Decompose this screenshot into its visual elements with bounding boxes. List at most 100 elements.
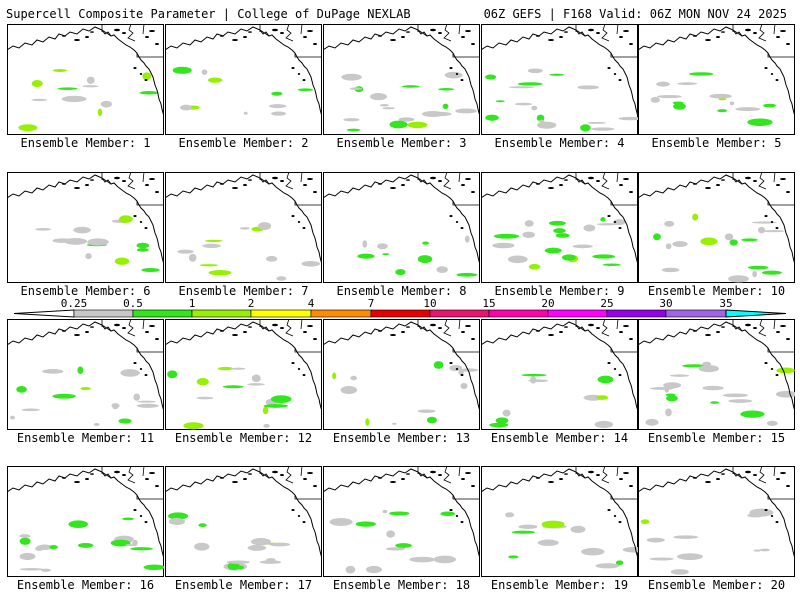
island: [133, 509, 137, 511]
map-frame: [165, 319, 322, 430]
island: [139, 368, 143, 370]
island: [313, 43, 317, 45]
scp-contour: [247, 383, 265, 386]
scp-contour: [673, 103, 686, 110]
ensemble-member-label: Ensemble Member: 18: [332, 578, 471, 592]
island: [780, 30, 786, 32]
island: [588, 176, 594, 180]
political-border: [417, 172, 480, 206]
coastline: [165, 26, 322, 117]
scp-contour: [613, 219, 626, 226]
island: [596, 327, 600, 329]
scp-contour: [19, 537, 31, 545]
scp-contour: [664, 220, 675, 227]
island: [564, 326, 568, 328]
island: [313, 191, 317, 193]
island: [753, 474, 757, 476]
island: [145, 331, 149, 333]
scp-contour: [297, 88, 314, 92]
island: [449, 362, 453, 364]
scp-contour: [114, 257, 130, 265]
ensemble-map: [323, 172, 480, 283]
ensemble-member-label: Ensemble Member: 14: [490, 431, 629, 445]
island: [90, 473, 94, 475]
political-border: [101, 466, 164, 500]
scp-contour: [489, 422, 509, 428]
scp-contour: [417, 409, 436, 413]
island: [144, 374, 148, 376]
scp-contour: [640, 519, 650, 525]
ensemble-member-label: Ensemble Member: 10: [647, 284, 786, 298]
island: [280, 180, 284, 182]
scp-contour: [355, 521, 376, 527]
island: [303, 478, 307, 480]
island: [144, 227, 148, 229]
scp-contour: [133, 393, 141, 401]
scp-contour: [645, 418, 659, 426]
color-scale-legend: 0.25 0.5 1 2 4 7 10 15 20 25 30 35: [13, 297, 787, 318]
island: [770, 221, 774, 223]
island: [390, 481, 396, 483]
island: [629, 485, 633, 487]
scp-contour: [729, 101, 735, 106]
scp-contour: [747, 265, 769, 270]
island: [145, 36, 149, 38]
island: [764, 67, 768, 69]
ensemble-panel: Ensemble Member: 2: [165, 24, 322, 150]
ensemble-member-label: Ensemble Member: 9: [494, 284, 625, 298]
scp-contour: [495, 417, 509, 424]
scp-contour: [77, 366, 84, 374]
political-border: [101, 319, 164, 353]
scp-contour: [263, 404, 289, 408]
scp-contour: [522, 231, 535, 238]
island: [607, 509, 611, 511]
scp-contour: [508, 555, 519, 559]
political-border: [259, 172, 322, 206]
scp-contour: [93, 423, 100, 426]
ensemble-panel: Ensemble Member: 16: [7, 466, 164, 592]
ensemble-member-label: Ensemble Member: 5: [651, 136, 782, 150]
scp-contour: [237, 565, 245, 570]
island: [243, 478, 247, 480]
island: [303, 36, 307, 38]
political-border: [101, 24, 164, 58]
island: [629, 338, 633, 340]
scp-contour: [728, 399, 753, 403]
island: [623, 472, 629, 474]
scp-contour: [202, 243, 221, 248]
island: [460, 79, 464, 81]
island: [786, 485, 790, 487]
scp-contour: [370, 93, 387, 101]
scp-contour: [80, 387, 91, 391]
scp-contour: [271, 111, 287, 116]
island: [716, 184, 720, 186]
scp-contour: [561, 254, 576, 261]
island: [770, 73, 774, 75]
island: [745, 176, 751, 180]
scp-contour: [395, 269, 406, 276]
ensemble-panel: Ensemble Member: 15: [638, 319, 795, 445]
ensemble-member-label: Ensemble Member: 13: [332, 431, 471, 445]
scp-contour: [19, 567, 44, 571]
coastline: [323, 468, 480, 559]
scp-contour: [196, 396, 214, 400]
island: [623, 178, 629, 180]
scp-contour: [666, 395, 678, 402]
ensemble-map: [481, 319, 638, 430]
island: [629, 191, 633, 193]
island: [438, 474, 442, 476]
coastline: [481, 468, 638, 559]
scp-contour: [602, 263, 621, 267]
legend-tick-label: 0.5: [123, 297, 143, 310]
scp-contour: [548, 220, 566, 226]
legend-tick-label: 25: [600, 297, 613, 310]
ensemble-member-label: Ensemble Member: 4: [494, 136, 625, 150]
scp-contour: [231, 367, 246, 370]
scp-contour: [199, 264, 219, 267]
scp-contour: [52, 393, 76, 399]
map-frame: [7, 466, 164, 577]
island: [619, 478, 623, 480]
island: [243, 331, 247, 333]
island: [378, 183, 382, 185]
island: [780, 472, 786, 474]
